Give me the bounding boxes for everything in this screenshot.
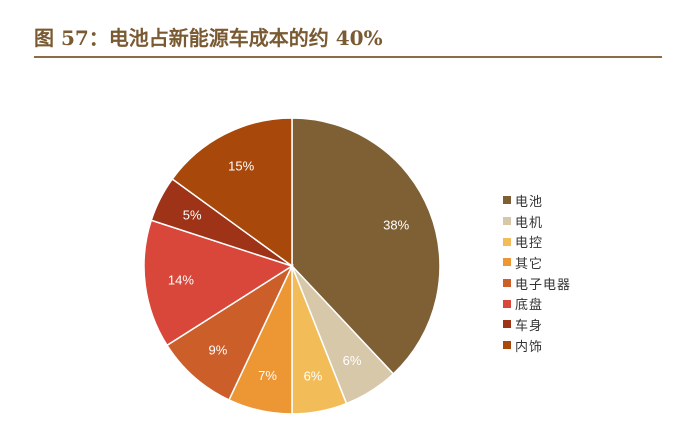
slice-label: 7% [258,368,277,383]
legend-swatch [503,299,511,308]
legend-item: 电控 [503,231,571,252]
legend-swatch [503,217,511,226]
slice-label: 15% [228,159,254,174]
legend-swatch [503,237,511,246]
slice-label: 5% [183,208,202,223]
slice-label: 14% [168,273,194,288]
legend-label: 车身 [515,318,544,334]
legend-swatch [503,341,511,350]
legend-item: 电子电器 [503,273,571,294]
slice-label: 6% [304,369,323,384]
legend-label: 电控 [515,236,544,252]
pie-slice [166,263,294,401]
legend-label: 电机 [515,215,544,231]
legend-swatch [503,196,511,205]
legend-label: 内饰 [515,339,544,355]
legend-item: 其它 [503,252,571,273]
pie-slice [143,219,294,347]
legend-label: 电池 [515,194,544,210]
legend-label: 底盘 [515,298,544,314]
pie-slice [171,117,293,268]
slice-label: 6% [343,353,362,368]
figure-title: 图 57：电池占新能源车成本的约 40% [34,26,383,50]
chart-legend: 电池电机电控其它电子电器底盘车身内饰 [503,190,571,356]
legend-swatch [503,279,511,288]
pie-slice [291,117,441,375]
legend-swatch [503,258,511,267]
title-divider [34,56,662,58]
slice-label: 38% [383,217,409,232]
legend-item: 电池 [503,190,571,211]
legend-item: 车身 [503,314,571,335]
slice-label: 9% [209,343,228,358]
legend-label: 电子电器 [515,277,572,293]
legend-item: 内饰 [503,335,571,356]
legend-swatch [503,320,511,329]
legend-label: 其它 [515,256,544,272]
legend-item: 底盘 [503,293,571,314]
legend-item: 电机 [503,211,571,232]
